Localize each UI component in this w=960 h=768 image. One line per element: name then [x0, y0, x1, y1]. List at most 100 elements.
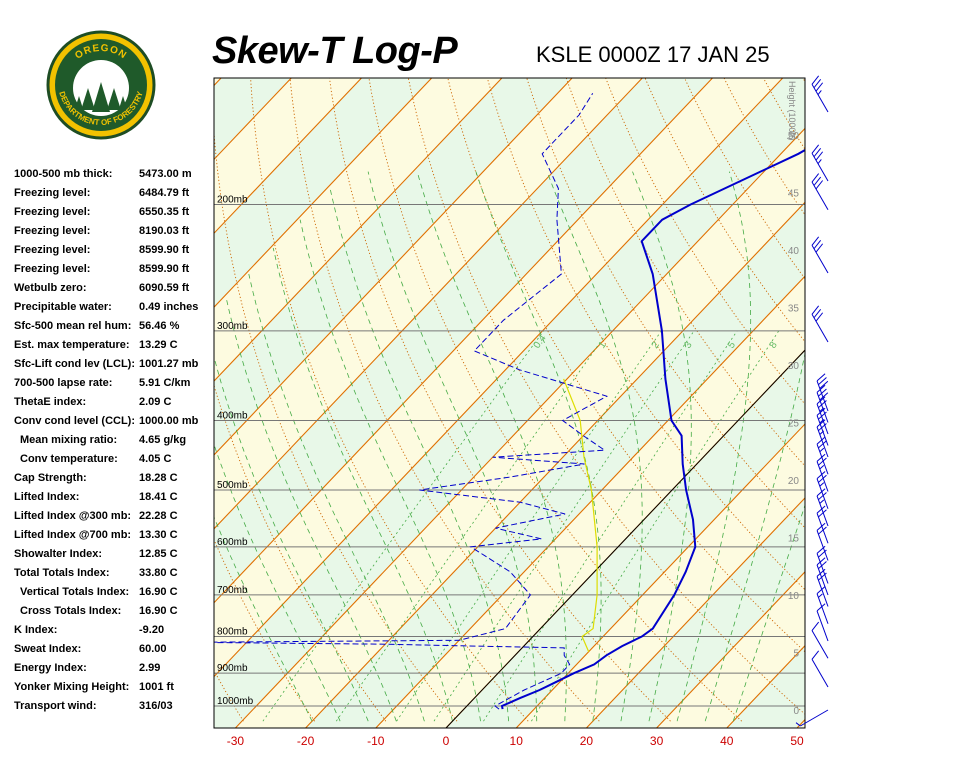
index-label: Transport wind:	[14, 700, 97, 712]
index-value: 6484.79 ft	[139, 187, 190, 199]
wind-barb	[816, 586, 829, 624]
isotherm-line	[867, 78, 960, 728]
index-row: Sfc-500 mean rel hum: 56.46 %	[14, 320, 214, 339]
index-value: 8599.90 ft	[139, 263, 190, 275]
height-tick-label: 5	[793, 649, 799, 660]
dry-adiabat	[214, 384, 387, 722]
dewpoint-line	[214, 93, 609, 710]
isotherm-line	[214, 78, 503, 382]
wind-barb	[816, 384, 829, 423]
index-row: Freezing level: 6484.79 ft	[14, 187, 214, 206]
x-tick-label: 50	[790, 734, 804, 748]
x-tick-label: -10	[367, 734, 385, 748]
index-row: K Index: -9.20	[14, 624, 214, 643]
index-label: Sfc-Lift cond lev (LCL):	[14, 358, 135, 370]
height-axis-label: Height (1000ft)	[787, 81, 797, 141]
index-value: 1001 ft	[139, 681, 174, 693]
x-tick-label: -30	[227, 734, 245, 748]
index-row: Est. max temperature: 13.29 C	[14, 339, 214, 358]
station-time-label: KSLE 0000Z 17 JAN 25	[536, 42, 770, 67]
moist-adiabat	[367, 171, 538, 722]
wind-barb	[816, 488, 829, 527]
dry-adiabat	[368, 78, 743, 722]
moist-adiabat	[676, 171, 752, 722]
index-label: Conv temperature:	[20, 453, 118, 465]
x-tick-label: 0	[443, 734, 450, 748]
mixing-ratio-label: 8	[768, 340, 780, 351]
index-label: Cap Strength:	[14, 472, 87, 484]
isotherm-line	[214, 78, 713, 604]
parcel-path-line	[563, 378, 598, 652]
index-value: 60.00	[139, 643, 167, 655]
wind-barb	[816, 373, 829, 412]
height-tick-label: 20	[788, 476, 800, 487]
isotherm-band	[214, 78, 805, 728]
index-value: 316/03	[139, 700, 173, 712]
index-label: Freezing level:	[14, 225, 91, 237]
index-row: Freezing level: 8599.90 ft	[14, 263, 214, 282]
pressure-label: 500mb	[217, 480, 248, 491]
plot-frame	[213, 77, 806, 729]
pressure-label: 1000mb	[217, 696, 254, 707]
index-value: -9.20	[139, 624, 165, 636]
isotherm-line	[305, 201, 805, 728]
index-label: Freezing level:	[14, 206, 91, 218]
wind-barb	[795, 709, 829, 727]
plot-area: 0.4 1 2 3 5 8	[214, 70, 960, 728]
index-value: 4.65 g/kg	[139, 434, 187, 446]
index-label: Est. max temperature:	[14, 339, 130, 351]
index-row: Conv cond level (CCL): 1000.00 mb	[14, 415, 214, 434]
wind-barb	[816, 505, 829, 544]
index-label: Energy Index:	[14, 662, 87, 674]
moist-adiabat	[248, 273, 425, 722]
mixing-ratio-label: 5	[726, 340, 738, 351]
wind-barb	[811, 144, 829, 182]
index-row: ThetaE index: 2.09 C	[14, 396, 214, 415]
dry-adiabat	[407, 78, 805, 715]
index-row: Sfc-Lift cond lev (LCL): 1001.27 mb	[14, 358, 214, 377]
index-label: Freezing level:	[14, 244, 91, 256]
index-label: Wetbulb zero:	[14, 282, 87, 294]
index-value: 12.85 C	[139, 548, 178, 560]
height-tick-label: 10	[788, 591, 800, 602]
wind-barb	[811, 75, 829, 113]
index-row: Lifted Index: 18.41 C	[14, 491, 214, 510]
height-tick-label: 25	[788, 419, 800, 430]
pressure-label: 600mb	[217, 537, 248, 548]
indices-panel: 1000-500 mb thick: 5473.00 m Freezing leve…	[14, 168, 214, 719]
mixing-ratio-label: 2	[650, 340, 662, 351]
index-value: 18.41 C	[139, 491, 178, 503]
index-value: 22.28 C	[139, 510, 178, 522]
index-row: 1000-500 mb thick: 5473.00 m	[14, 168, 214, 187]
moist-adiabat	[732, 503, 805, 722]
index-value: 1000.00 mb	[139, 415, 199, 427]
index-row: Lifted Index @300 mb: 22.28 C	[14, 510, 214, 529]
index-value: 13.29 C	[139, 339, 178, 351]
isotherm-line	[214, 78, 643, 530]
index-row: Transport wind: 316/03	[14, 700, 214, 719]
index-value: 16.90 C	[139, 605, 178, 617]
dry-adiabat	[526, 78, 805, 529]
index-row: Cap Strength: 18.28 C	[14, 472, 214, 491]
pressure-label: 700mb	[217, 585, 248, 596]
mixing-ratio-line	[396, 330, 662, 722]
height-tick-label: 45	[788, 189, 800, 200]
index-value: 5.91 C/km	[139, 377, 191, 389]
isotherm-line	[214, 78, 573, 456]
isotherm-line	[214, 78, 433, 308]
index-value: 5473.00 m	[139, 168, 192, 180]
index-value: 6550.35 ft	[139, 206, 190, 218]
wind-barb	[816, 603, 829, 642]
height-tick-label: 50	[788, 131, 800, 142]
index-row: Cross Totals Index: 16.90 C	[14, 605, 214, 624]
isotherm-line	[586, 497, 805, 728]
dry-adiabat	[877, 70, 960, 721]
index-value: 16.90 C	[139, 586, 178, 598]
x-tick-label: 30	[650, 734, 664, 748]
mixing-ratio-label: 1	[597, 340, 609, 351]
isotherm-band	[214, 78, 222, 86]
isotherm-line	[796, 718, 805, 728]
index-value: 0.49 inches	[139, 301, 199, 313]
page-title: Skew-T Log-P	[212, 30, 458, 72]
